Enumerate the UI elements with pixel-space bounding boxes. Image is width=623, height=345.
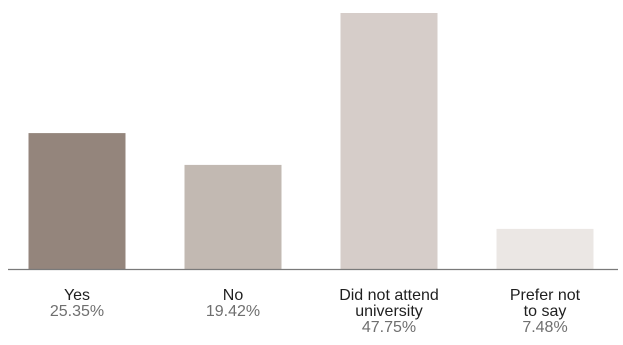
category-label-4-line-2: to say bbox=[524, 303, 567, 320]
category-label-3-line-2: university bbox=[355, 303, 423, 320]
bar-2 bbox=[184, 164, 282, 269]
bar-1 bbox=[28, 133, 126, 269]
value-label-3: 47.75% bbox=[362, 319, 416, 336]
value-label-2: 19.42% bbox=[206, 303, 260, 320]
category-label-2-line-1: No bbox=[223, 287, 244, 304]
category-label-4-line-1: Prefer not bbox=[510, 287, 581, 304]
category-label-3-line-1: Did not attend bbox=[339, 287, 439, 304]
value-label-1: 25.35% bbox=[50, 303, 104, 320]
bars-group bbox=[28, 13, 594, 269]
category-label-1-line-1: Yes bbox=[64, 287, 90, 304]
bar-3 bbox=[340, 13, 438, 269]
bar-4 bbox=[496, 228, 594, 269]
value-label-4: 7.48% bbox=[522, 319, 567, 336]
